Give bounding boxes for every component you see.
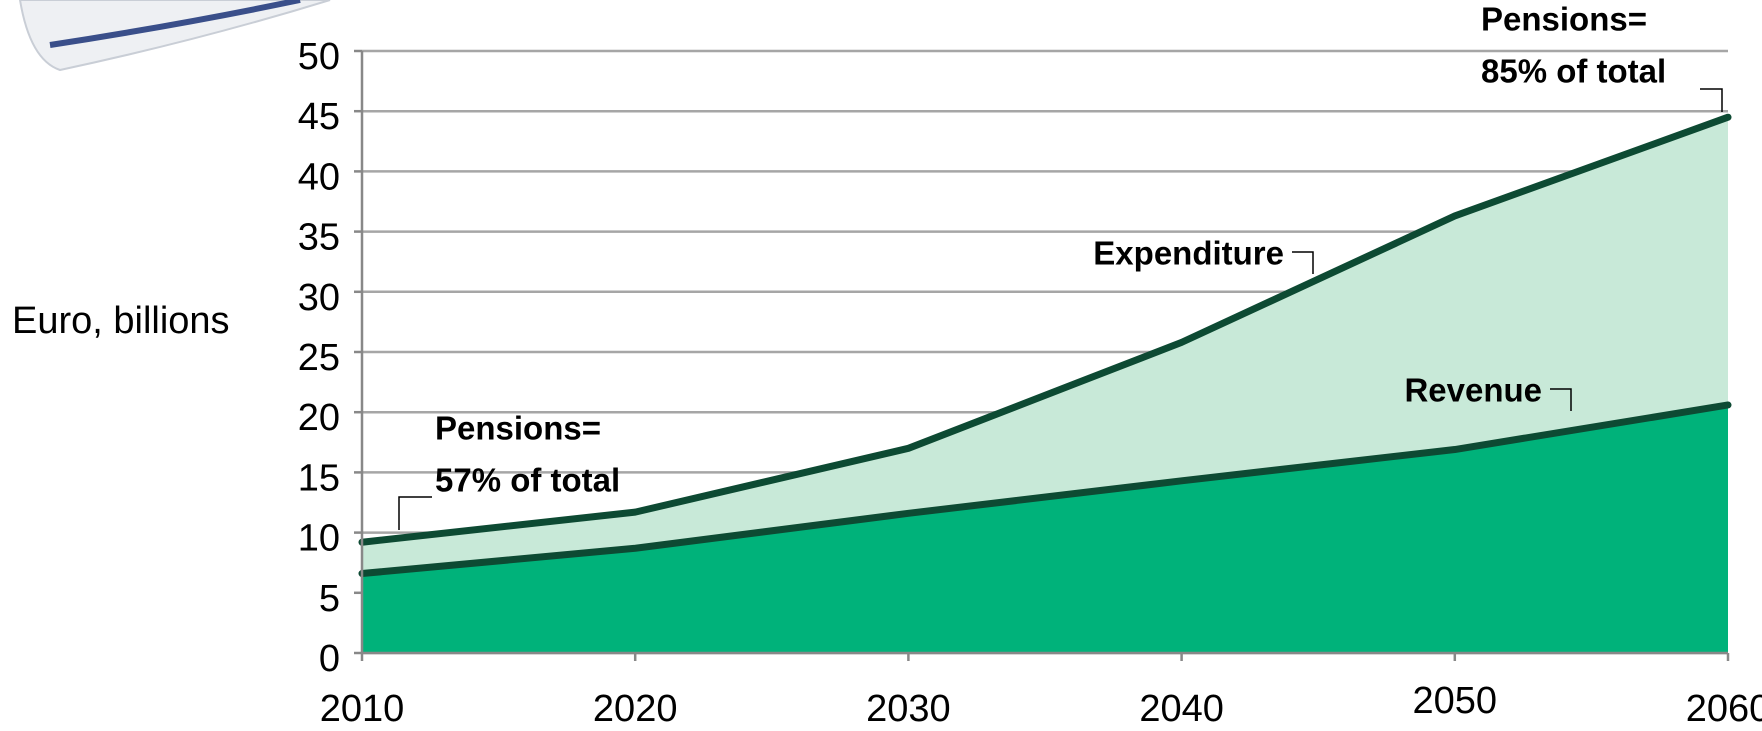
area [362, 404, 1728, 653]
line [358, 401, 1732, 578]
x-tick-label: 2040 [1139, 688, 1224, 730]
annotation: Pensions= [435, 410, 601, 447]
annotation: 85% of total [1481, 53, 1666, 90]
y-tick-label: 40 [298, 156, 340, 198]
y-tick-label: 30 [298, 277, 340, 319]
decoration [18, 0, 331, 72]
annotation: 57% of total [435, 462, 620, 499]
x-tick-label: 2020 [593, 688, 678, 730]
x-tick-label: 2030 [866, 688, 951, 730]
y-tick-label: 50 [298, 36, 340, 78]
annotation: Pensions= [1481, 1, 1647, 38]
leader-line [398, 496, 432, 530]
y-tick-label: 20 [298, 397, 340, 439]
y-axis-label: Euro, billions [12, 300, 230, 342]
leader-line [1700, 88, 1723, 112]
y-tick-label: 45 [298, 96, 340, 138]
y-tick-label: 10 [298, 518, 340, 560]
line [358, 113, 1732, 546]
y-tick-label: 25 [298, 337, 340, 379]
y-tick-label: 5 [319, 578, 340, 620]
y-tick-label: 0 [319, 638, 340, 680]
x-tick-label: 2010 [320, 688, 405, 730]
series-label: Revenue [1404, 372, 1542, 409]
series-label: Expenditure [1093, 235, 1284, 272]
x-tick-label: 2050 [1413, 680, 1498, 722]
leader-line [1292, 251, 1314, 274]
y-tick-label: 15 [298, 457, 340, 499]
y-tick-label: 35 [298, 217, 340, 259]
x-tick-label: 2060 [1686, 688, 1762, 730]
leader-line [1550, 388, 1572, 411]
